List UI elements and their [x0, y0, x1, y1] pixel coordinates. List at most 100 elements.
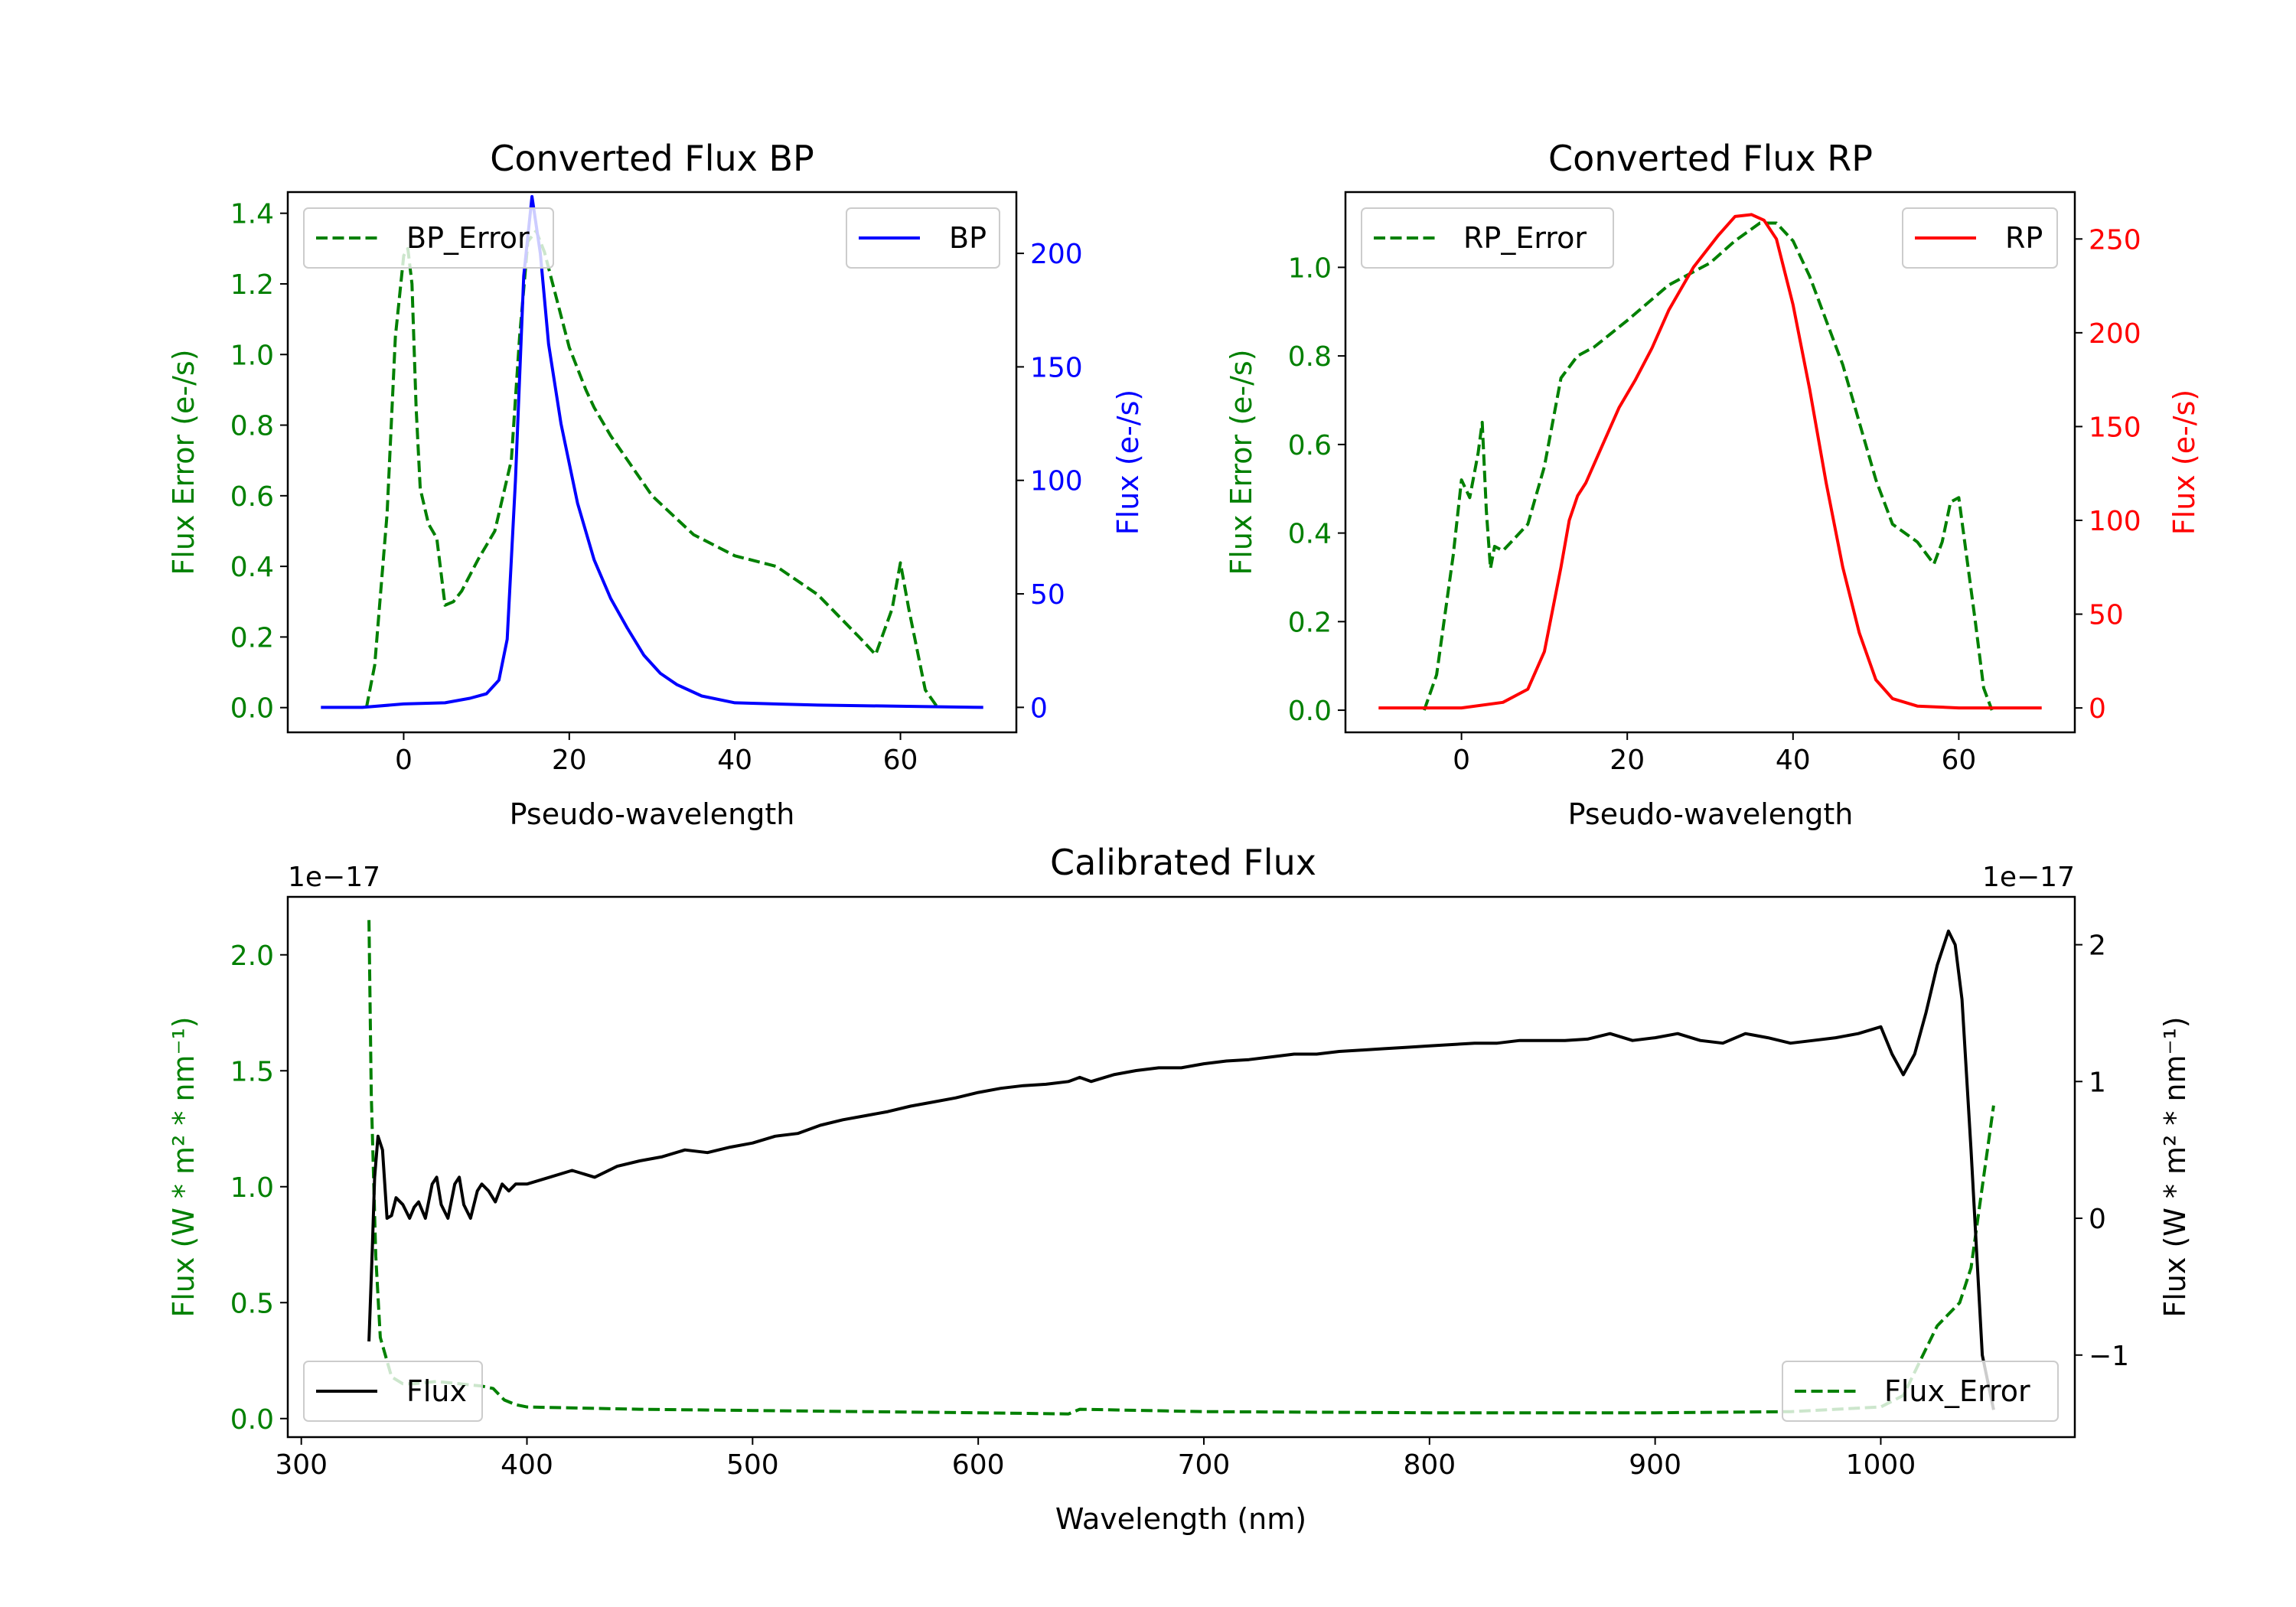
rp-y-right-tick-label: 50	[2089, 600, 2124, 631]
cal-plot-frame	[286, 895, 2076, 1439]
rp-y-right-tick-label: 100	[2089, 506, 2141, 537]
cal-y-right-tick-label: −1	[2089, 1341, 2129, 1372]
rp-legend-right-label: RP	[2005, 221, 2043, 255]
bp-legend-left-box	[303, 207, 554, 269]
rp-series-rp-error	[1423, 221, 1994, 711]
cal-y-right-tick-label: 1	[2089, 1067, 2106, 1098]
bp-title: Converted Flux BP	[490, 138, 814, 179]
rp-x-tick-label: 40	[1776, 745, 1811, 776]
rp-legend-right-box	[1902, 207, 2058, 269]
rp-legend-left-box	[1361, 207, 1614, 269]
rp-y-right-tick-label: 250	[2089, 224, 2141, 256]
cal-x-axis-label: Wavelength (nm)	[1055, 1502, 1306, 1536]
cal-x-tick-label: 900	[1629, 1449, 1681, 1481]
bp-x-axis-label: Pseudo-wavelength	[510, 797, 795, 831]
cal-title: Calibrated Flux	[1050, 842, 1316, 883]
rp-y-left-tick-label: 0.6	[1288, 430, 1332, 461]
rp-x-tick-label: 20	[1609, 745, 1645, 776]
rp-title: Converted Flux RP	[1548, 138, 1873, 179]
cal-right-axis-label: Flux (W * m² * nm⁻¹)	[2158, 1016, 2192, 1317]
cal-y-left-tick-label: 1.0	[230, 1172, 274, 1204]
cal-x-tick-label: 400	[501, 1449, 553, 1481]
bp-series-bp	[321, 194, 983, 709]
bp-y-left-tick-label: 0.4	[230, 552, 274, 583]
cal-panel: Calibrated Flux 1e−17 1e−17 300 400 500 600…	[167, 842, 2192, 1536]
bp-legend-right-label: BP	[949, 221, 987, 255]
bp-y-left-tick-label: 0.2	[230, 622, 274, 654]
rp-right-axis-label: Flux (e-/s)	[2167, 390, 2201, 535]
cal-left-axis-label: Flux (W * m² * nm⁻¹)	[167, 1016, 201, 1317]
rp-x-axis-label: Pseudo-wavelength	[1568, 797, 1854, 831]
bp-series-layer	[321, 194, 983, 709]
bp-legend-right: BP	[846, 207, 1000, 269]
bp-y-left-tick-label: 0.6	[230, 481, 274, 513]
bp-y-right-tick-label: 150	[1030, 352, 1083, 383]
cal-offset-right: 1e−17	[1982, 862, 2075, 893]
cal-legend-right: Flux_Error	[1782, 1361, 2059, 1422]
bp-y-right-tick-label: 100	[1030, 466, 1083, 497]
bp-legend-right-box	[846, 207, 1000, 269]
bp-y-left-tick-label: 1.4	[230, 199, 274, 230]
cal-legend-right-label: Flux_Error	[1884, 1374, 2030, 1408]
cal-legend-left-label: Flux	[406, 1374, 467, 1408]
rp-legend-left-label: RP_Error	[1463, 221, 1587, 255]
cal-x-tick-label: 500	[726, 1449, 779, 1481]
rp-y-right-tick-label: 200	[2089, 318, 2141, 350]
cal-ticks: 300 400 500 600 700 800 900 1000 0.0 0.5 1.0 1.5 2.0…	[230, 931, 2129, 1481]
bp-right-axis-label: Flux (e-/s)	[1111, 390, 1145, 535]
bp-panel: Converted Flux BP 0 20 40 60 0.0 0.2 0.4 0.6 0.8…	[167, 138, 1145, 831]
cal-x-tick-label: 1000	[1846, 1449, 1916, 1481]
bp-y-right-tick-label: 0	[1030, 693, 1048, 724]
cal-legend-left: Flux	[303, 1361, 483, 1422]
cal-x-tick-label: 700	[1178, 1449, 1231, 1481]
bp-y-right-tick-label: 50	[1030, 579, 1065, 611]
rp-legend-left: RP_Error	[1361, 207, 1614, 269]
rp-y-left-tick-label: 1.0	[1288, 253, 1332, 284]
rp-y-left-tick-label: 0.2	[1288, 607, 1332, 638]
rp-series-layer	[1378, 213, 2042, 711]
cal-x-tick-label: 800	[1403, 1449, 1456, 1481]
cal-series-layer	[367, 920, 1995, 1416]
bp-x-tick-label: 0	[395, 745, 413, 776]
cal-y-left-tick-label: 1.5	[230, 1056, 274, 1087]
bp-plot-frame	[286, 191, 1018, 734]
cal-y-left-tick-label: 0.5	[230, 1288, 274, 1319]
bp-legend-left-label: BP_Error	[406, 221, 530, 255]
rp-legend-right: RP	[1902, 207, 2058, 269]
cal-legend-left-box	[303, 1361, 483, 1422]
rp-ticks: 0 20 40 60 0.0 0.2 0.4 0.6 0.8 1.0 0 50 100 150 200 250	[1288, 224, 2141, 776]
bp-y-left-tick-label: 1.0	[230, 340, 274, 371]
cal-x-tick-label: 300	[275, 1449, 328, 1481]
rp-y-left-tick-label: 0.4	[1288, 519, 1332, 550]
rp-y-left-tick-label: 0.0	[1288, 696, 1332, 727]
rp-y-left-tick-label: 0.8	[1288, 341, 1332, 373]
rp-y-right-tick-label: 150	[2089, 412, 2141, 443]
bp-left-axis-label: Flux Error (e-/s)	[167, 349, 201, 575]
cal-y-right-tick-label: 2	[2089, 931, 2106, 962]
bp-series-bp-error	[364, 229, 939, 709]
rp-x-tick-label: 0	[1453, 745, 1470, 776]
rp-y-right-tick-label: 0	[2089, 693, 2106, 725]
bp-y-left-tick-label: 0.8	[230, 411, 274, 442]
cal-series-flux	[367, 929, 1995, 1410]
rp-x-tick-label: 60	[1941, 745, 1976, 776]
rp-left-axis-label: Flux Error (e-/s)	[1225, 349, 1258, 575]
cal-offset-left: 1e−17	[288, 862, 380, 893]
bp-ticks: 0 20 40 60 0.0 0.2 0.4 0.6 0.8 1.0 1.2 1.4 0 50 100 150…	[230, 199, 1083, 776]
bp-x-tick-label: 20	[552, 745, 587, 776]
bp-y-right-tick-label: 200	[1030, 239, 1083, 270]
cal-x-tick-label: 600	[952, 1449, 1005, 1481]
rp-series-rp	[1378, 213, 2042, 710]
cal-y-left-tick-label: 0.0	[230, 1404, 274, 1436]
cal-legend-right-box	[1782, 1361, 2059, 1422]
bp-y-left-tick-label: 0.0	[230, 693, 274, 725]
rp-plot-frame	[1344, 191, 2076, 734]
bp-y-left-tick-label: 1.2	[230, 269, 274, 301]
bp-x-tick-label: 60	[883, 745, 918, 776]
bp-legend-left: BP_Error	[303, 207, 554, 269]
cal-y-right-tick-label: 0	[2089, 1204, 2106, 1235]
rp-panel: Converted Flux RP 0 20 40 60 0.0 0.2 0.4 0.6 0.8…	[1225, 138, 2201, 831]
bp-x-tick-label: 40	[717, 745, 752, 776]
cal-y-left-tick-label: 2.0	[230, 940, 274, 972]
